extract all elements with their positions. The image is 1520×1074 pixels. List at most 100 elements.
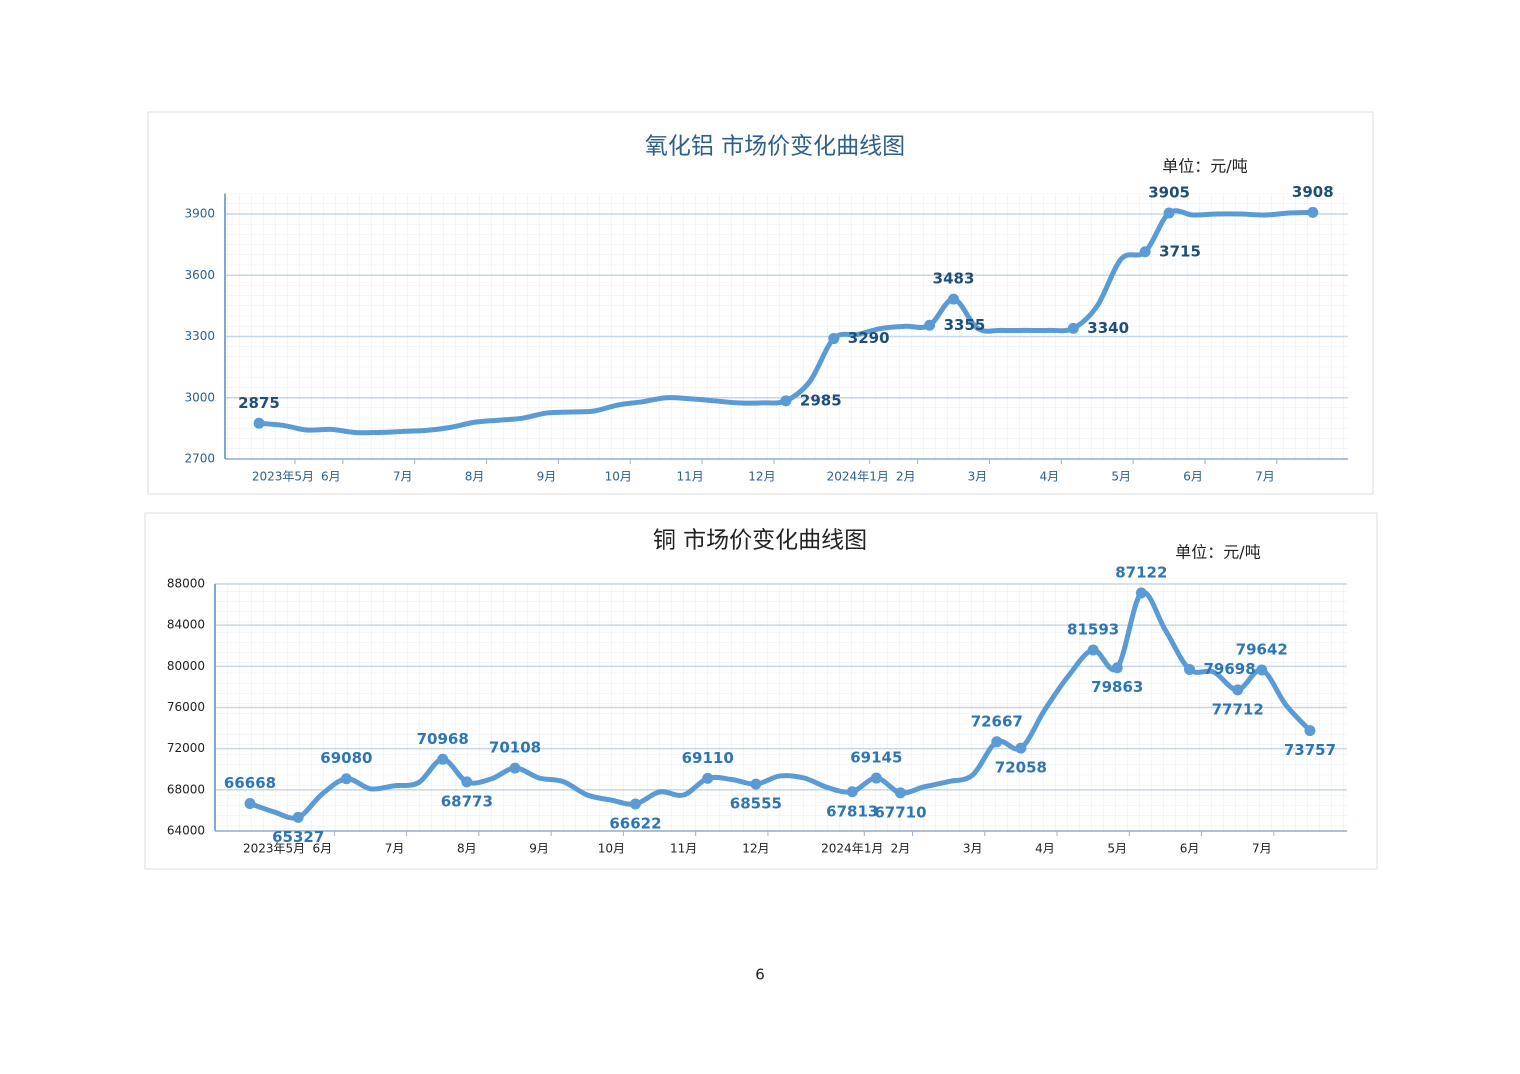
point xyxy=(780,395,792,407)
y-tick-label: 68000 xyxy=(167,782,205,796)
x-tick-label: 6月 xyxy=(312,842,332,856)
value-label: 66668 xyxy=(224,774,276,792)
point xyxy=(244,798,256,810)
point xyxy=(253,417,265,429)
x-tick-label: 10月 xyxy=(605,470,632,484)
value-label: 69145 xyxy=(850,749,902,767)
point xyxy=(894,787,906,799)
point xyxy=(948,293,960,305)
y-tick-label: 3900 xyxy=(184,207,215,221)
x-tick-label: 6月 xyxy=(321,470,341,484)
value-label: 66622 xyxy=(609,815,661,833)
chart: 铜 市场价变化曲线图 单位：元/吨 64000 68000 72000 76000 8000… xyxy=(167,528,1347,856)
point xyxy=(846,786,858,798)
x-tick-label: 11月 xyxy=(670,842,697,856)
point xyxy=(1232,684,1244,696)
value-label: 3905 xyxy=(1148,183,1190,201)
value-label: 70108 xyxy=(489,739,541,757)
x-tick-label: 7月 xyxy=(1255,470,1275,484)
point xyxy=(702,772,714,784)
x-tick-label: 9月 xyxy=(537,470,557,484)
point xyxy=(1087,644,1099,656)
y-tick-label: 80000 xyxy=(167,659,205,673)
x-tick-label: 7月 xyxy=(1252,842,1272,856)
x-tick-label: 7月 xyxy=(385,842,405,856)
value-label: 3355 xyxy=(944,316,986,334)
point xyxy=(1163,207,1175,219)
unit-label: 单位：元/吨 xyxy=(1162,157,1247,176)
x-tick-label: 2023年5月 xyxy=(252,470,314,484)
x-tick-label: 8月 xyxy=(457,842,477,856)
value-label: 79642 xyxy=(1236,641,1288,659)
point xyxy=(1067,322,1079,334)
point xyxy=(292,811,304,823)
value-label: 79698 xyxy=(1204,660,1256,678)
x-tick-label: 5月 xyxy=(1107,842,1127,856)
value-label: 3340 xyxy=(1087,319,1129,337)
x-tick-label: 10月 xyxy=(598,842,625,856)
value-label: 3290 xyxy=(848,329,890,347)
value-label: 79863 xyxy=(1091,678,1143,696)
x-tick-label: 12月 xyxy=(748,470,775,484)
value-label: 72058 xyxy=(995,759,1047,777)
point xyxy=(991,736,1003,748)
value-label: 68555 xyxy=(730,795,782,813)
value-label: 68773 xyxy=(441,792,493,810)
x-tick-label: 2月 xyxy=(891,842,911,856)
y-tick-label: 64000 xyxy=(167,824,205,838)
value-label: 72667 xyxy=(971,712,1023,730)
value-label: 65327 xyxy=(272,828,324,846)
value-label: 2875 xyxy=(238,394,280,412)
x-tick-label: 3月 xyxy=(968,470,988,484)
value-label: 3715 xyxy=(1159,242,1201,260)
chart-title: 铜 市场价变化曲线图 xyxy=(653,528,867,554)
value-label: 70968 xyxy=(417,730,469,748)
x-tick-label: 2024年1月 xyxy=(821,842,883,856)
value-label: 81593 xyxy=(1067,620,1119,638)
page-number: 6 xyxy=(755,966,765,984)
y-tick-label: 3300 xyxy=(184,329,215,343)
x-tick-label: 2月 xyxy=(896,470,916,484)
x-tick-label: 2024年1月 xyxy=(827,470,889,484)
x-tick-label: 4月 xyxy=(1040,470,1060,484)
x-tick-label: 12月 xyxy=(742,842,769,856)
y-tick-label: 72000 xyxy=(167,741,205,755)
y-tick-label: 88000 xyxy=(167,577,205,591)
point xyxy=(924,319,936,331)
point xyxy=(629,798,641,810)
value-label: 67710 xyxy=(874,803,926,821)
point xyxy=(1111,662,1123,674)
value-label: 69110 xyxy=(682,749,734,767)
point xyxy=(1307,206,1319,218)
point xyxy=(750,778,762,790)
x-tick-label: 3月 xyxy=(963,842,983,856)
value-label: 69080 xyxy=(320,749,372,767)
x-tick-label: 4月 xyxy=(1035,842,1055,856)
point xyxy=(1139,246,1151,258)
point xyxy=(340,773,352,785)
chart-title: 氧化铝 市场价变化曲线图 xyxy=(645,134,905,160)
point xyxy=(870,772,882,784)
value-label: 2985 xyxy=(800,391,842,409)
y-tick-label: 3000 xyxy=(184,390,215,404)
point xyxy=(1304,725,1316,737)
x-tick-label: 8月 xyxy=(465,470,485,484)
point xyxy=(509,762,521,774)
x-tick-label: 6月 xyxy=(1183,470,1203,484)
point xyxy=(828,333,840,345)
value-label: 87122 xyxy=(1115,564,1167,582)
point xyxy=(1015,742,1027,754)
x-tick-label: 7月 xyxy=(393,470,413,484)
point xyxy=(437,753,449,765)
value-label: 3908 xyxy=(1292,183,1334,201)
point xyxy=(1256,664,1268,676)
value-label: 3483 xyxy=(933,270,975,288)
x-tick-label: 11月 xyxy=(676,470,703,484)
y-tick-label: 3600 xyxy=(184,268,215,282)
point xyxy=(461,776,473,788)
x-tick-label: 5月 xyxy=(1111,470,1131,484)
x-tick-label: 2023年5月 xyxy=(243,842,305,856)
y-tick-label: 84000 xyxy=(167,618,205,632)
